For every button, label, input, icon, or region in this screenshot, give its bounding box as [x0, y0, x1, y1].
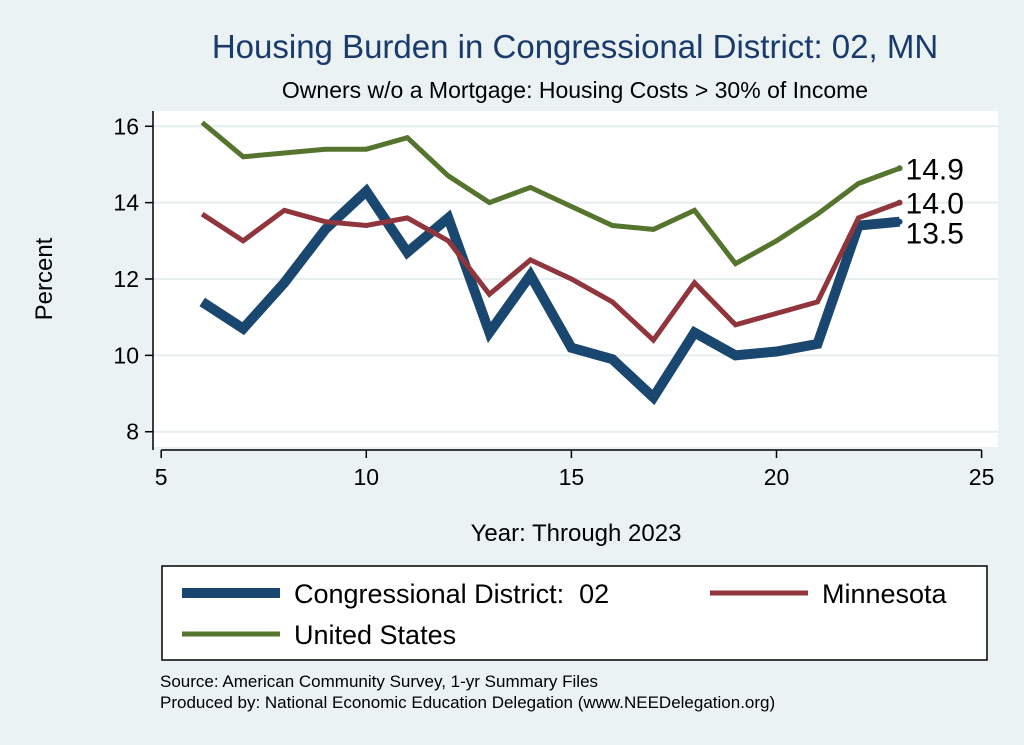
- x-tick-label: 10: [354, 464, 380, 490]
- axes: 8 10 12 14 16 5 10 15 20 25: [113, 111, 994, 490]
- y-axis-title: Percent: [31, 237, 58, 320]
- chart-subtitle: Owners w/o a Mortgage: Housing Costs > 3…: [282, 77, 868, 103]
- legend: Congressional District: 02 Minnesota Unite…: [182, 579, 948, 650]
- y-tick-label: 16: [113, 113, 139, 139]
- x-tick-label: 25: [969, 464, 995, 490]
- series-end-marker: [896, 218, 903, 225]
- series-line-congressional-district-02: [199, 183, 901, 406]
- end-label: 13.5: [906, 218, 964, 251]
- y-tick-label: 12: [113, 266, 139, 292]
- producer-line: Produced by: National Economic Education…: [160, 693, 775, 712]
- end-label: 14.9: [906, 153, 964, 186]
- y-tick-label: 10: [113, 342, 139, 368]
- series-end-marker: [896, 165, 903, 172]
- y-tick-label: 14: [113, 190, 139, 216]
- end-labels: 14.914.013.5: [906, 153, 964, 250]
- legend-label: Minnesota: [822, 579, 948, 609]
- source-line: Source: American Community Survey, 1-yr …: [160, 672, 598, 691]
- series-line-united-states: [200, 120, 901, 267]
- y-tick-label: 8: [126, 419, 139, 445]
- end-label: 14.0: [906, 188, 964, 221]
- x-tick-label: 15: [559, 464, 585, 490]
- series-lines: [199, 120, 903, 406]
- legend-box: [161, 565, 988, 661]
- x-tick-label: 5: [155, 464, 168, 490]
- legend-label: United States: [294, 620, 456, 650]
- series-line-minnesota: [200, 200, 901, 344]
- series-end-marker: [896, 199, 903, 206]
- legend-label: Congressional District: 02: [294, 579, 609, 609]
- x-tick-label: 20: [764, 464, 790, 490]
- x-axis-title: Year: Through 2023: [471, 520, 682, 547]
- chart-title: Housing Burden in Congressional District…: [212, 28, 938, 65]
